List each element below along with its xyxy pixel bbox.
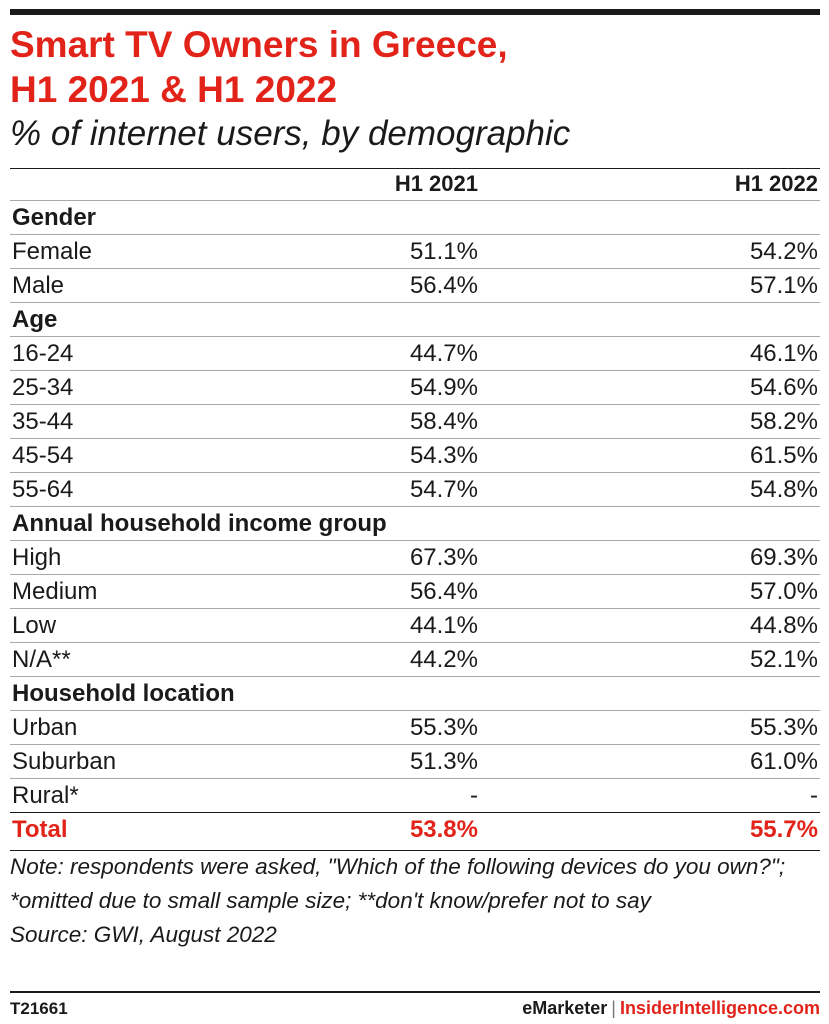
cell-h1-2021: 58.4% bbox=[409, 408, 478, 435]
cell-h1-2022: 61.5% bbox=[749, 442, 818, 469]
title-line-1: Smart TV Owners in Greece, bbox=[10, 24, 508, 65]
total-row: Total 53.8% 55.7% bbox=[10, 812, 820, 846]
note-rule bbox=[10, 850, 820, 851]
cell-h1-2022: 52.1% bbox=[749, 646, 818, 673]
table-row: Suburban 51.3% 61.0% bbox=[10, 744, 820, 778]
total-label: Total bbox=[12, 816, 68, 843]
row-label: Low bbox=[12, 612, 57, 639]
cell-h1-2021: 56.4% bbox=[409, 272, 478, 299]
table-row: 45-54 54.3% 61.5% bbox=[10, 438, 820, 472]
cell-h1-2021: 44.1% bbox=[409, 612, 478, 639]
cell-h1-2022: 58.2% bbox=[749, 408, 818, 435]
cell-h1-2021: 44.2% bbox=[409, 646, 478, 673]
cell-h1-2021: 44.7% bbox=[409, 340, 478, 367]
row-label: Female bbox=[12, 238, 93, 265]
table-row: Female 51.1% 54.2% bbox=[10, 234, 820, 268]
row-label: 55-64 bbox=[12, 476, 74, 503]
group-row: Annual household income group bbox=[10, 506, 820, 540]
table-body: Gender Female 51.1% 54.2% Male 56.4% 57.1% Age 1… bbox=[10, 200, 820, 846]
data-table: H1 2021 H1 2022 Gender Female 51.1% 54.2% Ma… bbox=[10, 168, 820, 846]
cell-h1-2022: - bbox=[810, 782, 818, 809]
cell-h1-2022: 55.3% bbox=[749, 714, 818, 741]
cell-h1-2021: 56.4% bbox=[409, 578, 478, 605]
row-label: Male bbox=[12, 272, 65, 299]
total-h1-2022: 55.7% bbox=[749, 816, 818, 843]
table-row: Rural* - - bbox=[10, 778, 820, 812]
chart-title: Smart TV Owners in Greece, H1 2021 & H1 … bbox=[10, 22, 820, 112]
cell-h1-2022: 57.0% bbox=[749, 578, 818, 605]
row-label: Urban bbox=[12, 714, 78, 741]
table-row: 35-44 58.4% 58.2% bbox=[10, 404, 820, 438]
group-label: Age bbox=[12, 306, 58, 333]
table-row: High 67.3% 69.3% bbox=[10, 540, 820, 574]
chart-subtitle: % of internet users, by demographic bbox=[10, 114, 571, 153]
cell-h1-2022: 46.1% bbox=[749, 340, 818, 367]
table-row: Low 44.1% 44.8% bbox=[10, 608, 820, 642]
chart-id: T21661 bbox=[10, 999, 68, 1018]
row-label: Rural* bbox=[12, 782, 79, 809]
column-header-h1-2021: H1 2021 bbox=[394, 171, 478, 196]
brand-footer: eMarketer | InsiderIntelligence.com bbox=[522, 998, 820, 1019]
column-header-h1-2022: H1 2022 bbox=[734, 171, 818, 196]
source-text: Source: GWI, August 2022 bbox=[10, 922, 277, 947]
cell-h1-2022: 54.6% bbox=[749, 374, 818, 401]
top-rule bbox=[10, 9, 820, 15]
row-label: 45-54 bbox=[12, 442, 74, 469]
cell-h1-2022: 57.1% bbox=[749, 272, 818, 299]
cell-h1-2022: 44.8% bbox=[749, 612, 818, 639]
table-row: Medium 56.4% 57.0% bbox=[10, 574, 820, 608]
cell-h1-2021: 54.7% bbox=[409, 476, 478, 503]
cell-h1-2021: - bbox=[470, 782, 478, 809]
group-label: Household location bbox=[12, 680, 235, 707]
bottom-rule bbox=[10, 991, 820, 993]
group-row: Household location bbox=[10, 676, 820, 710]
note-text: Note: respondents were asked, "Which of … bbox=[10, 854, 786, 913]
table-row: Male 56.4% 57.1% bbox=[10, 268, 820, 302]
brand-emarketer: eMarketer bbox=[522, 998, 608, 1018]
cell-h1-2022: 54.8% bbox=[749, 476, 818, 503]
row-label: High bbox=[12, 544, 62, 571]
row-label: 25-34 bbox=[12, 374, 74, 401]
group-label: Gender bbox=[12, 204, 97, 231]
cell-h1-2021: 54.9% bbox=[409, 374, 478, 401]
group-label: Annual household income group bbox=[12, 510, 387, 537]
cell-h1-2022: 54.2% bbox=[749, 238, 818, 265]
table-row: 25-34 54.9% 54.6% bbox=[10, 370, 820, 404]
row-label: 16-24 bbox=[12, 340, 74, 367]
cell-h1-2022: 69.3% bbox=[749, 544, 818, 571]
cell-h1-2021: 51.3% bbox=[409, 748, 478, 775]
title-line-2: H1 2021 & H1 2022 bbox=[10, 69, 338, 110]
row-label: Medium bbox=[12, 578, 98, 605]
cell-h1-2022: 61.0% bbox=[749, 748, 818, 775]
table-row: N/A** 44.2% 52.1% bbox=[10, 642, 820, 676]
cell-h1-2021: 51.1% bbox=[409, 238, 478, 265]
table-row: 55-64 54.7% 54.8% bbox=[10, 472, 820, 506]
brand-separator: | bbox=[611, 998, 616, 1018]
table-header-row: H1 2021 H1 2022 bbox=[10, 168, 820, 200]
cell-h1-2021: 67.3% bbox=[409, 544, 478, 571]
row-label: Suburban bbox=[12, 748, 117, 775]
group-row: Gender bbox=[10, 200, 820, 234]
table-row: 16-24 44.7% 46.1% bbox=[10, 336, 820, 370]
cell-h1-2021: 54.3% bbox=[409, 442, 478, 469]
cell-h1-2021: 55.3% bbox=[409, 714, 478, 741]
table-row: Urban 55.3% 55.3% bbox=[10, 710, 820, 744]
brand-insider-intelligence: InsiderIntelligence.com bbox=[619, 998, 820, 1018]
row-label: N/A** bbox=[12, 646, 71, 673]
total-h1-2021: 53.8% bbox=[409, 816, 478, 843]
footnote: Note: respondents were asked, "Which of … bbox=[10, 850, 822, 952]
row-label: 35-44 bbox=[12, 408, 74, 435]
group-row: Age bbox=[10, 302, 820, 336]
